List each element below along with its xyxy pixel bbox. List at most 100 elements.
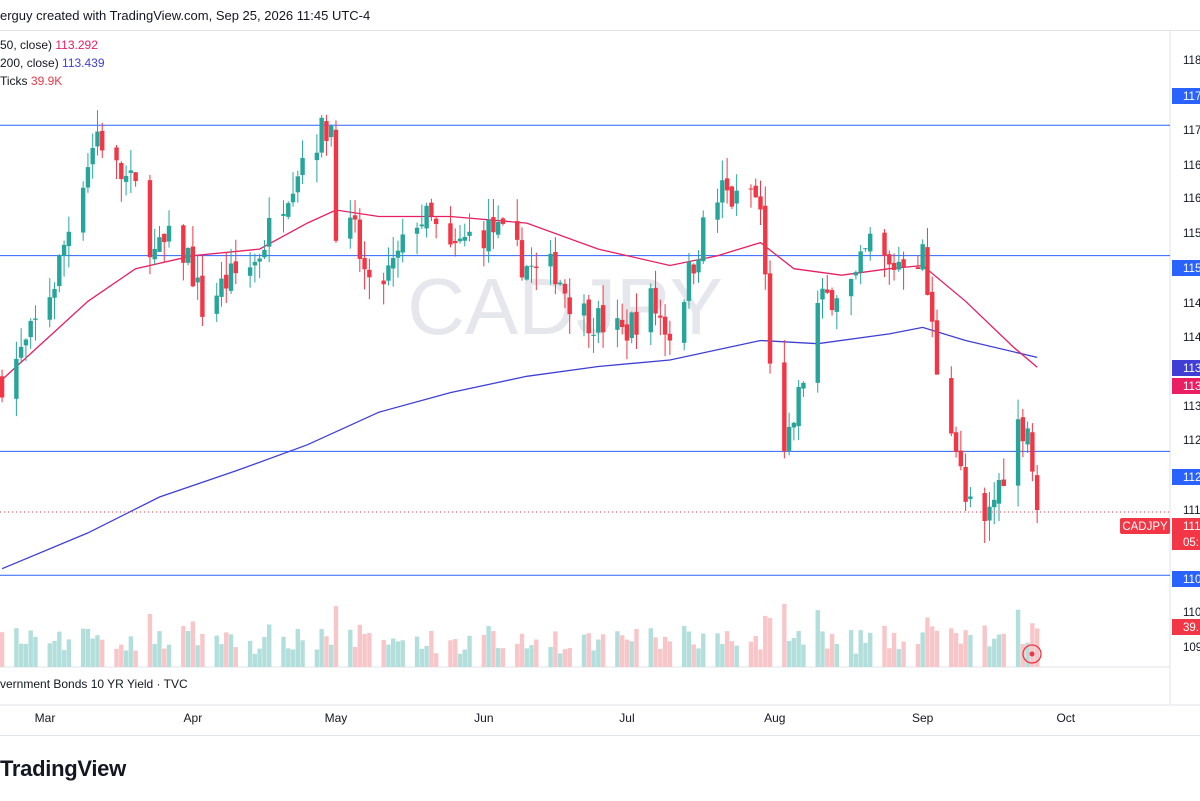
candle[interactable] bbox=[362, 257, 367, 270]
candle[interactable] bbox=[119, 163, 124, 180]
candle[interactable] bbox=[1001, 479, 1006, 486]
candle[interactable] bbox=[686, 261, 692, 301]
candle[interactable] bbox=[548, 253, 553, 267]
candle[interactable] bbox=[791, 422, 797, 428]
candle[interactable] bbox=[720, 180, 725, 203]
legend-ma200[interactable]: 200, close) 113.439 bbox=[0, 54, 105, 72]
candle[interactable] bbox=[634, 311, 639, 335]
candle[interactable] bbox=[1025, 428, 1030, 445]
candle[interactable] bbox=[481, 230, 487, 249]
candle[interactable] bbox=[181, 225, 186, 263]
candle[interactable] bbox=[653, 287, 658, 314]
candle[interactable] bbox=[391, 258, 396, 269]
candle[interactable] bbox=[996, 479, 1002, 504]
candle[interactable] bbox=[491, 217, 496, 233]
candle[interactable] bbox=[782, 362, 787, 452]
candle[interactable] bbox=[286, 203, 291, 217]
candle[interactable] bbox=[152, 248, 157, 260]
candle[interactable] bbox=[691, 264, 696, 274]
candle[interactable] bbox=[882, 232, 887, 256]
candle[interactable] bbox=[352, 215, 358, 220]
candle[interactable] bbox=[348, 217, 353, 239]
candle[interactable] bbox=[61, 244, 67, 256]
candle[interactable] bbox=[467, 231, 472, 236]
candle[interactable] bbox=[257, 258, 262, 262]
candle[interactable] bbox=[887, 254, 892, 265]
candle[interactable] bbox=[596, 308, 601, 333]
candle[interactable] bbox=[266, 217, 272, 247]
candle[interactable] bbox=[195, 277, 200, 283]
candle[interactable] bbox=[734, 190, 739, 204]
candle[interactable] bbox=[662, 316, 668, 335]
candle[interactable] bbox=[567, 297, 572, 315]
candle[interactable] bbox=[987, 506, 992, 521]
candle[interactable] bbox=[681, 302, 687, 343]
candle[interactable] bbox=[252, 261, 258, 266]
candle[interactable] bbox=[1034, 475, 1040, 511]
candle[interactable] bbox=[457, 238, 463, 242]
candle[interactable] bbox=[185, 247, 191, 263]
candle[interactable] bbox=[400, 234, 405, 253]
candle[interactable] bbox=[18, 346, 24, 358]
candle[interactable] bbox=[357, 219, 363, 260]
candle[interactable] bbox=[515, 221, 520, 240]
candle[interactable] bbox=[414, 227, 420, 234]
candle[interactable] bbox=[557, 282, 563, 285]
candle[interactable] bbox=[858, 251, 863, 273]
candle[interactable] bbox=[748, 188, 754, 190]
candle[interactable] bbox=[953, 432, 959, 452]
replay-marker-ring[interactable] bbox=[1022, 644, 1042, 664]
candle[interactable] bbox=[314, 152, 320, 161]
candle[interactable] bbox=[0, 376, 5, 398]
candle[interactable] bbox=[214, 295, 219, 314]
candle[interactable] bbox=[200, 275, 205, 317]
candle[interactable] bbox=[820, 288, 825, 300]
candle[interactable] bbox=[591, 335, 596, 337]
candle[interactable] bbox=[920, 244, 925, 270]
candle[interactable] bbox=[123, 175, 129, 182]
candle[interactable] bbox=[233, 261, 238, 274]
candle[interactable] bbox=[753, 185, 758, 198]
candle[interactable] bbox=[958, 450, 964, 467]
candle[interactable] bbox=[815, 302, 820, 383]
candle[interactable] bbox=[853, 272, 859, 276]
candle[interactable] bbox=[658, 315, 663, 318]
candle[interactable] bbox=[992, 499, 997, 508]
candle[interactable] bbox=[433, 218, 439, 225]
candle[interactable] bbox=[329, 125, 334, 138]
candle[interactable] bbox=[100, 130, 105, 151]
candle[interactable] bbox=[80, 187, 86, 233]
candle[interactable] bbox=[486, 219, 491, 252]
candle[interactable] bbox=[629, 312, 634, 339]
candle[interactable] bbox=[848, 278, 854, 297]
candle[interactable] bbox=[982, 493, 987, 522]
candle[interactable] bbox=[863, 248, 868, 250]
candle[interactable] bbox=[262, 249, 267, 258]
candle[interactable] bbox=[66, 231, 72, 247]
candle[interactable] bbox=[519, 240, 525, 278]
candle[interactable] bbox=[95, 131, 100, 147]
candle[interactable] bbox=[724, 178, 730, 191]
candle[interactable] bbox=[14, 358, 19, 399]
candle[interactable] bbox=[28, 320, 33, 338]
candle[interactable] bbox=[619, 319, 625, 328]
candle[interactable] bbox=[949, 378, 954, 434]
candle[interactable] bbox=[500, 218, 506, 224]
candle[interactable] bbox=[395, 250, 401, 258]
candle[interactable] bbox=[333, 129, 339, 241]
candle[interactable] bbox=[834, 298, 840, 312]
candle[interactable] bbox=[1030, 432, 1035, 472]
candle[interactable] bbox=[963, 467, 968, 502]
candle[interactable] bbox=[300, 158, 305, 175]
candle[interactable] bbox=[386, 265, 391, 281]
candle[interactable] bbox=[1015, 419, 1021, 486]
candle[interactable] bbox=[166, 225, 172, 242]
candle[interactable] bbox=[295, 176, 301, 193]
candle[interactable] bbox=[667, 333, 673, 341]
candle[interactable] bbox=[524, 266, 529, 280]
candle[interactable] bbox=[228, 263, 234, 291]
candle[interactable] bbox=[901, 259, 906, 267]
candle[interactable] bbox=[23, 339, 29, 346]
candle[interactable] bbox=[915, 267, 921, 269]
candle[interactable] bbox=[224, 274, 229, 289]
